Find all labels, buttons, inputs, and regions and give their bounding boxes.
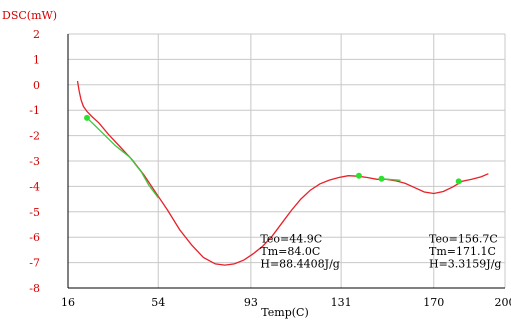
y-tick-label: -8 xyxy=(29,282,40,295)
y-tick-label: 0 xyxy=(33,79,40,92)
y-tick-label: -2 xyxy=(29,130,40,143)
axes xyxy=(67,34,505,289)
annotation-line: Teo=44.9C xyxy=(260,232,322,245)
x-axis-label: Temp(C) xyxy=(261,306,308,319)
series-line-3 xyxy=(381,178,401,181)
x-tick-label: 16 xyxy=(61,296,75,309)
annotation-line: Tm=84.0C xyxy=(260,245,320,258)
series-line-1 xyxy=(76,80,489,266)
y-tick-label: -1 xyxy=(29,104,40,117)
y-tick-label: 1 xyxy=(33,53,40,66)
x-tick-label: 200 xyxy=(495,296,511,309)
y-tick-label: 2 xyxy=(33,28,40,41)
tick-labels: 2 1 0 -1 -2 -3 -4 -5 -6 -7 -8 16 54 93 131 170 200 xyxy=(29,28,511,309)
y-axis-label: DSC(mW) xyxy=(2,9,57,22)
annotation-line: Tm=171.1C xyxy=(429,245,496,258)
data-marker xyxy=(84,114,90,121)
y-tick-label: -6 xyxy=(29,231,40,244)
data-marker xyxy=(355,172,362,179)
series-lines xyxy=(76,80,489,266)
x-tick-label: 54 xyxy=(151,296,165,309)
y-tick-label: -5 xyxy=(29,206,40,219)
annotations: Teo=44.9CTm=84.0CH=88.4408J/gTeo=156.7CT… xyxy=(260,232,501,270)
series-line-2 xyxy=(86,117,159,199)
data-marker xyxy=(378,175,385,182)
annotation-line: H=88.4408J/g xyxy=(260,257,339,270)
annotation-line: Teo=156.7C xyxy=(429,232,498,245)
data-marker xyxy=(455,178,462,185)
y-tick-label: -7 xyxy=(29,257,40,270)
y-tick-label: -4 xyxy=(29,180,40,193)
y-tick-label: -3 xyxy=(29,155,40,168)
x-tick-label: 131 xyxy=(331,296,352,309)
x-tick-label: 170 xyxy=(423,296,444,309)
x-tick-label: 93 xyxy=(244,296,258,309)
annotation-line: H=3.3159J/g xyxy=(429,257,501,270)
markers xyxy=(84,114,462,185)
